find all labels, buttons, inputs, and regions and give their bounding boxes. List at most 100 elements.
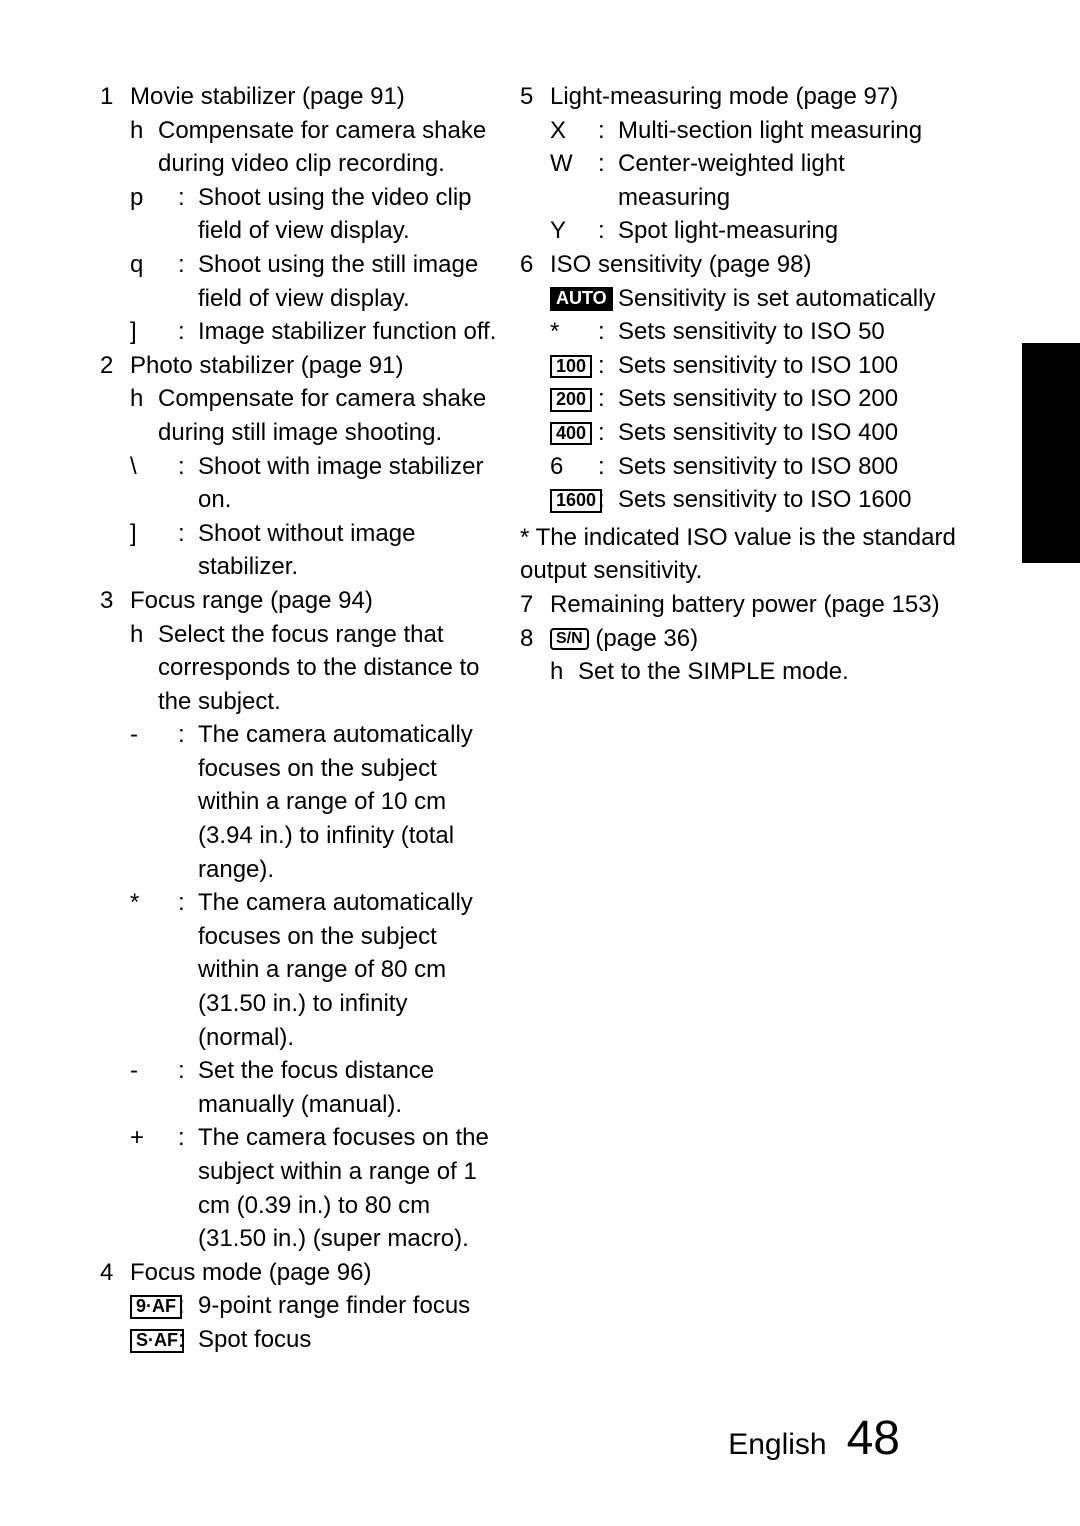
option-text: The camera automatically focuses on the …	[198, 718, 500, 886]
option-row: 400:Sets sensitivity to ISO 400	[520, 416, 960, 450]
boxed-icon: S·AF	[130, 1329, 184, 1353]
option-text: 9-point range finder focus	[198, 1289, 500, 1323]
option-row: \:Shoot with image stabilizer on.	[100, 450, 500, 517]
list-item: 4Focus mode (page 96)	[100, 1256, 500, 1290]
sub-text: Select the focus range that corresponds …	[158, 618, 500, 719]
option-separator: :	[178, 315, 198, 349]
item-subdesc: hSelect the focus range that corresponds…	[100, 618, 500, 719]
option-row: +:The camera focuses on the subject with…	[100, 1121, 500, 1255]
option-row: Y:Spot light-measuring	[520, 214, 960, 248]
option-text: Shoot without image stabilizer.	[198, 517, 500, 584]
option-separator: :	[598, 416, 618, 450]
option-row: -:The camera automatically focuses on th…	[100, 718, 500, 886]
option-text: Sensitivity is set automatically	[618, 282, 960, 316]
item-title: Photo stabilizer (page 91)	[130, 349, 500, 383]
item-title: Focus range (page 94)	[130, 584, 500, 618]
item-title: Focus mode (page 96)	[130, 1256, 500, 1290]
list-item: 6ISO sensitivity (page 98)	[520, 248, 960, 282]
boxed-icon: 9·AF	[130, 1295, 182, 1319]
sub-text: Compensate for camera shake during still…	[158, 382, 500, 449]
option-row: AUTO:Sensitivity is set automatically	[520, 282, 960, 316]
option-text: Sets sensitivity to ISO 400	[618, 416, 960, 450]
option-symbol: 9·AF	[130, 1289, 178, 1323]
option-symbol: 200	[550, 382, 598, 416]
option-separator: :	[178, 181, 198, 215]
item-subdesc: hSet to the SIMPLE mode.	[520, 655, 960, 689]
boxed-icon: 100	[550, 355, 592, 379]
mode-icon: S/N	[550, 628, 589, 650]
option-row: 100:Sets sensitivity to ISO 100	[520, 349, 960, 383]
item-note: * The indicated ISO value is the standar…	[520, 521, 960, 588]
boxed-icon: 1600	[550, 489, 602, 513]
item-title: ISO sensitivity (page 98)	[550, 248, 960, 282]
option-separator: :	[598, 114, 618, 148]
sub-text: Set to the SIMPLE mode.	[578, 655, 960, 689]
option-row: 9·AF:9-point range finder focus	[100, 1289, 500, 1323]
sub-text: Compensate for camera shake during video…	[158, 114, 500, 181]
option-symbol: *	[550, 315, 598, 349]
option-row: *:The camera automatically focuses on th…	[100, 886, 500, 1054]
option-separator: :	[598, 214, 618, 248]
item-title: S/N (page 36)	[550, 622, 960, 656]
option-text: Shoot using the video clip field of view…	[198, 181, 500, 248]
option-separator: :	[178, 248, 198, 282]
option-symbol: Y	[550, 214, 598, 248]
option-separator: :	[178, 886, 198, 920]
item-number: 1	[100, 80, 130, 114]
option-symbol: -	[130, 718, 178, 752]
option-symbol: ]	[130, 517, 178, 551]
option-separator: :	[598, 483, 618, 517]
item-number: 2	[100, 349, 130, 383]
list-item: 3Focus range (page 94)	[100, 584, 500, 618]
option-separator: :	[598, 382, 618, 416]
option-row: -:Set the focus distance manually (manua…	[100, 1054, 500, 1121]
option-symbol: W	[550, 147, 598, 181]
option-separator: :	[178, 718, 198, 752]
option-text: Shoot with image stabilizer on.	[198, 450, 500, 517]
option-separator: :	[598, 349, 618, 383]
manual-page: 1Movie stabilizer (page 91)hCompensate f…	[0, 0, 1080, 1526]
boxed-icon: 200	[550, 388, 592, 412]
sub-letter: h	[550, 655, 578, 689]
option-symbol: 100	[550, 349, 598, 383]
item-number: 8	[520, 622, 550, 656]
option-separator: :	[178, 1121, 198, 1155]
left-column: 1Movie stabilizer (page 91)hCompensate f…	[100, 80, 500, 1357]
option-row: 200:Sets sensitivity to ISO 200	[520, 382, 960, 416]
list-item: 5Light-measuring mode (page 97)	[520, 80, 960, 114]
list-item: 8S/N (page 36)	[520, 622, 960, 656]
list-item: 1Movie stabilizer (page 91)	[100, 80, 500, 114]
boxed-icon: 400	[550, 422, 592, 446]
option-text: Sets sensitivity to ISO 100	[618, 349, 960, 383]
footer-page-number: 48	[847, 1411, 900, 1466]
content-columns: 1Movie stabilizer (page 91)hCompensate f…	[100, 80, 940, 1357]
option-row: 1600:Sets sensitivity to ISO 1600	[520, 483, 960, 517]
option-symbol: *	[130, 886, 178, 920]
sub-letter: h	[130, 618, 158, 652]
option-text: Sets sensitivity to ISO 1600	[618, 483, 960, 517]
option-row: p:Shoot using the video clip field of vi…	[100, 181, 500, 248]
option-separator: :	[178, 1323, 198, 1357]
option-separator: :	[598, 282, 618, 316]
item-subdesc: hCompensate for camera shake during stil…	[100, 382, 500, 449]
item-subdesc: hCompensate for camera shake during vide…	[100, 114, 500, 181]
option-row: *:Sets sensitivity to ISO 50	[520, 315, 960, 349]
option-symbol: X	[550, 114, 598, 148]
item-title: Remaining battery power (page 153)	[550, 588, 960, 622]
option-separator: :	[598, 315, 618, 349]
option-separator: :	[598, 147, 618, 181]
option-text: Spot light-measuring	[618, 214, 960, 248]
page-footer: English 48	[728, 1411, 900, 1466]
option-separator: :	[178, 517, 198, 551]
list-item: 7Remaining battery power (page 153)	[520, 588, 960, 622]
option-symbol: +	[130, 1121, 178, 1155]
option-symbol: \	[130, 450, 178, 484]
option-text: Sets sensitivity to ISO 200	[618, 382, 960, 416]
option-separator: :	[178, 1054, 198, 1088]
option-text: Spot focus	[198, 1323, 500, 1357]
option-separator: :	[178, 1289, 198, 1323]
item-title: Light-measuring mode (page 97)	[550, 80, 960, 114]
option-symbol: -	[130, 1054, 178, 1088]
item-number: 5	[520, 80, 550, 114]
option-text: Set the focus distance manually (manual)…	[198, 1054, 500, 1121]
